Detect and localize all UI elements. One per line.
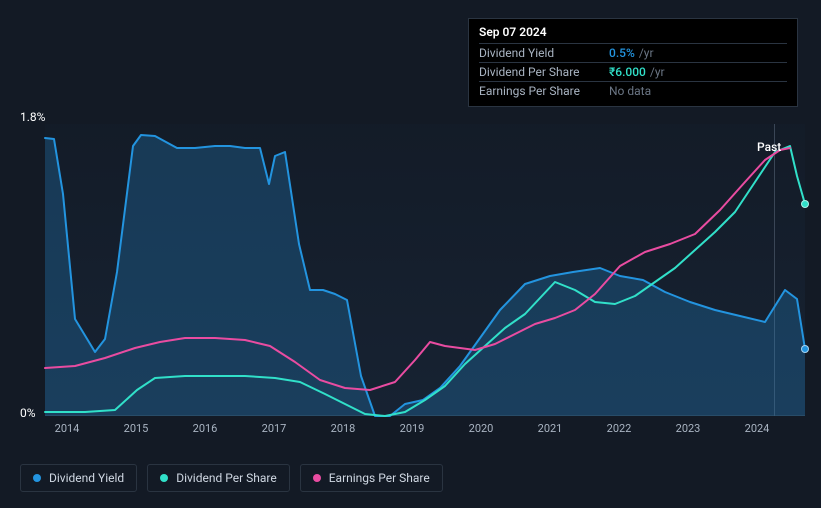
series-area xyxy=(45,135,805,416)
tooltip-row-suffix: /yr xyxy=(650,65,665,79)
legend-item[interactable]: Dividend Per Share xyxy=(147,464,290,492)
chart-tooltip: Sep 07 2024 Dividend Yield0.5%/yrDividen… xyxy=(468,18,798,107)
legend: Dividend Yield Dividend Per Share Earnings… xyxy=(20,464,443,492)
x-axis-tick: 2018 xyxy=(331,422,356,435)
series-end-dot xyxy=(801,200,809,208)
tooltip-row-label: Dividend Per Share xyxy=(479,65,609,79)
x-axis-tick: 2014 xyxy=(55,422,80,435)
x-axis: 2014 2015 2016 2017 2018 2019 2020 2021 2022 2023… xyxy=(45,422,805,442)
past-label: Past xyxy=(757,140,781,154)
x-axis-tick: 2017 xyxy=(262,422,287,435)
tooltip-row: Dividend Per Share₹6.000/yr xyxy=(479,62,787,81)
x-axis-tick: 2022 xyxy=(607,422,632,435)
chart-container: 1.8% 0% Past 201420152016201720182019202… xyxy=(20,110,806,430)
legend-item[interactable]: Earnings Per Share xyxy=(300,464,443,492)
tooltip-row: Dividend Yield0.5% /yr xyxy=(479,43,787,62)
x-axis-tick: 2024 xyxy=(745,422,770,435)
series-end-dot xyxy=(801,345,809,353)
y-axis-label-min: 0% xyxy=(20,406,36,420)
legend-label: Earnings Per Share xyxy=(329,471,430,485)
tooltip-row-label: Dividend Yield xyxy=(479,46,609,60)
y-axis-label-max: 1.8% xyxy=(20,110,45,124)
legend-item[interactable]: Dividend Yield xyxy=(20,464,137,492)
tooltip-date: Sep 07 2024 xyxy=(479,25,787,43)
legend-dot-icon xyxy=(313,474,321,482)
tooltip-row-value: No data xyxy=(609,84,651,98)
tooltip-row-suffix: /yr xyxy=(639,46,654,60)
x-axis-tick: 2021 xyxy=(538,422,563,435)
legend-dot-icon xyxy=(160,474,168,482)
x-axis-tick: 2015 xyxy=(124,422,149,435)
legend-label: Dividend Yield xyxy=(49,471,124,485)
legend-label: Dividend Per Share xyxy=(176,471,277,485)
x-axis-tick: 2019 xyxy=(400,422,425,435)
tooltip-row: Earnings Per ShareNo data xyxy=(479,81,787,100)
tooltip-row-label: Earnings Per Share xyxy=(479,84,609,98)
tooltip-row-value: ₹6.000 xyxy=(609,65,646,79)
x-axis-tick: 2020 xyxy=(469,422,494,435)
x-axis-tick: 2023 xyxy=(676,422,701,435)
chart-svg xyxy=(45,124,805,416)
x-axis-tick: 2016 xyxy=(193,422,218,435)
plot-area: Past xyxy=(45,124,805,416)
legend-dot-icon xyxy=(33,474,41,482)
tooltip-row-value: 0.5% xyxy=(609,46,635,60)
